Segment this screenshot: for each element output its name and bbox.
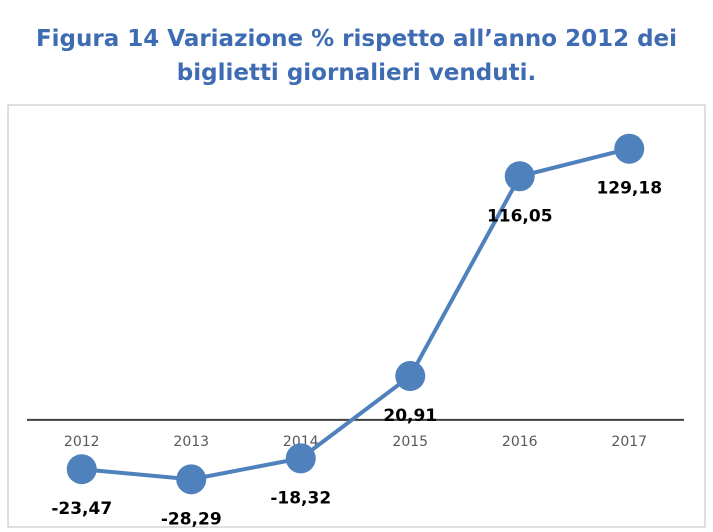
data-label: 116,05 (487, 206, 553, 226)
data-point (66, 454, 97, 485)
data-label: 20,91 (383, 406, 437, 426)
data-label: -18,32 (270, 488, 331, 508)
x-tick-label: 2014 (283, 434, 319, 450)
data-label: -23,47 (51, 499, 112, 519)
x-tick-label: 2016 (502, 434, 538, 450)
x-tick-label: 2013 (173, 434, 209, 450)
data-point (176, 464, 207, 495)
x-tick-label: 2015 (392, 434, 428, 450)
data-label: 129,18 (596, 179, 662, 199)
data-point (614, 133, 645, 164)
data-point (285, 443, 316, 474)
data-point (395, 361, 426, 392)
series-line (81, 146, 630, 482)
plot-frame (7, 104, 706, 528)
x-tick-label: 2012 (64, 434, 100, 450)
data-point (504, 161, 535, 192)
chart-title: Figura 14 Variazione % rispetto all’anno… (35, 26, 678, 86)
data-label: -28,29 (161, 509, 222, 529)
x-tick-label: 2017 (611, 434, 647, 450)
